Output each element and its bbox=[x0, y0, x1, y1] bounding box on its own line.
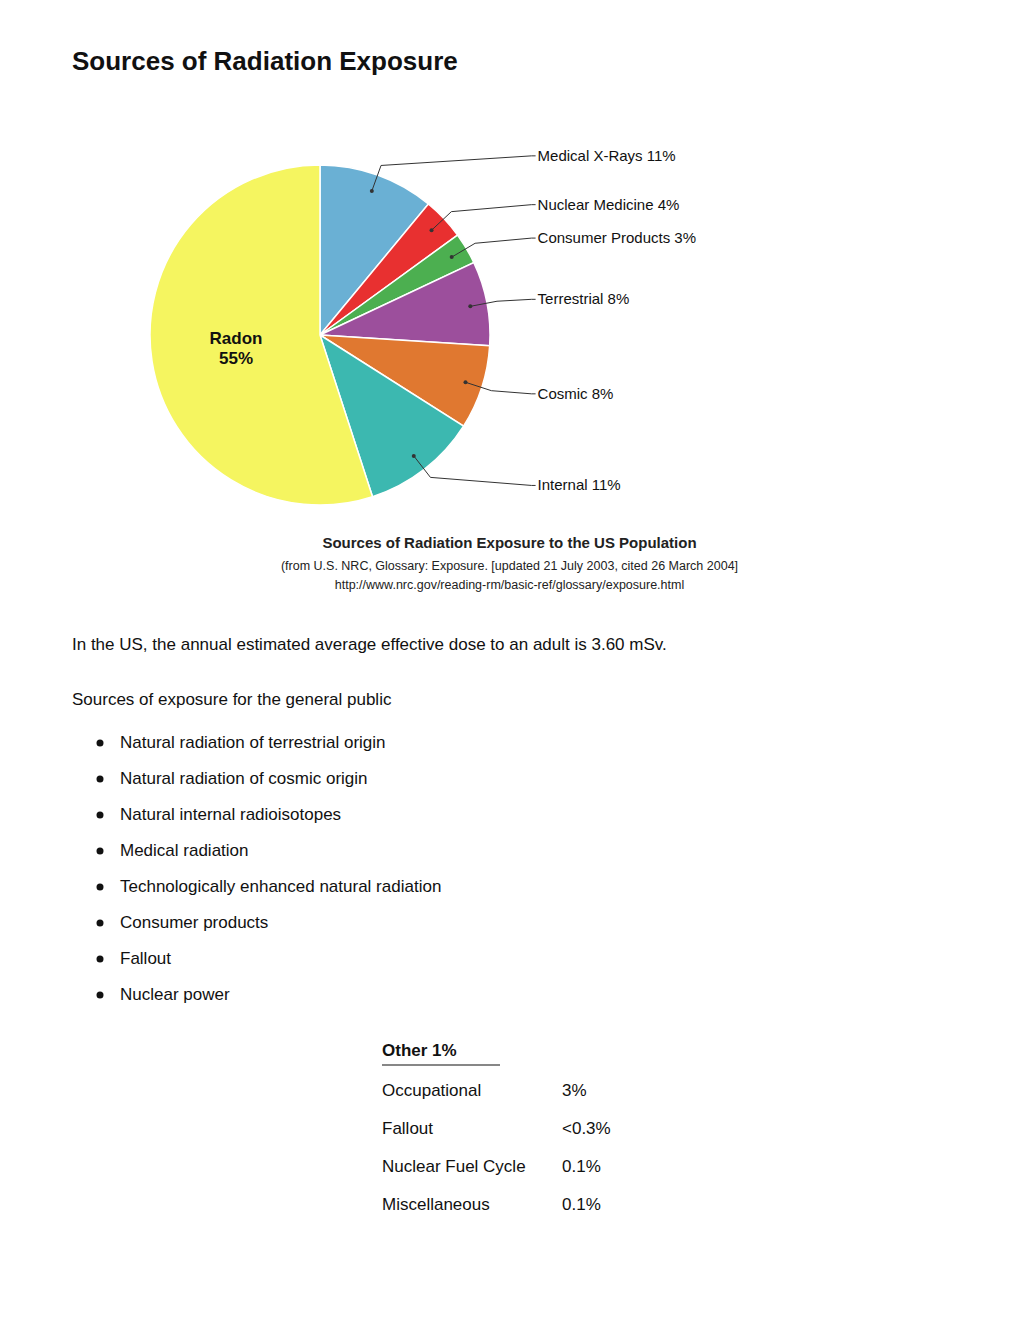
slice-label: Radon55% bbox=[210, 329, 263, 368]
bullet bbox=[97, 776, 104, 783]
leader-dot bbox=[468, 304, 472, 308]
leader-line bbox=[432, 205, 536, 231]
slice-label: Terrestrial 8% bbox=[538, 290, 630, 307]
pie-labels: Radon55% Medical X-Rays 11% Nuclear Medici… bbox=[210, 147, 696, 494]
table-underline bbox=[382, 1064, 500, 1065]
slice-label: Nuclear Medicine 4% bbox=[538, 196, 680, 213]
table-cell: Miscellaneous bbox=[382, 1195, 490, 1214]
body-text: In the US, the annual estimated average … bbox=[72, 635, 667, 654]
slice-label: Internal 11% bbox=[538, 476, 621, 493]
table-cell: Occupational bbox=[382, 1081, 481, 1100]
leader-dot bbox=[450, 255, 454, 259]
leader-line bbox=[372, 156, 536, 191]
bullet bbox=[97, 740, 104, 747]
leader-line bbox=[470, 299, 535, 306]
bullet-item: Consumer products bbox=[120, 913, 268, 932]
title: Sources of Radiation Exposure bbox=[72, 46, 458, 76]
chart: Sources of Radiation Exposure Radon55% Med… bbox=[0, 0, 1019, 1320]
leader-line bbox=[452, 238, 536, 257]
leader-dot bbox=[464, 380, 468, 384]
pie bbox=[150, 165, 490, 505]
table-cell: Fallout bbox=[382, 1119, 433, 1138]
pie-slice bbox=[320, 263, 490, 346]
slice-label: Consumer Products 3% bbox=[538, 229, 696, 246]
bullet-item: Technologically enhanced natural radiati… bbox=[120, 877, 441, 896]
bullet bbox=[97, 920, 104, 927]
background bbox=[0, 0, 1019, 1320]
leader-dot bbox=[412, 454, 416, 458]
bullet bbox=[97, 812, 104, 819]
bullet-item: Natural radiation of terrestrial origin bbox=[120, 733, 386, 752]
bullet-item: Fallout bbox=[120, 949, 171, 968]
leader-line bbox=[414, 456, 536, 486]
leader-dot bbox=[370, 189, 374, 193]
pie-slice bbox=[150, 165, 373, 505]
bullet-item: Medical radiation bbox=[120, 841, 249, 860]
table-cell: 0.1% bbox=[562, 1195, 601, 1214]
bullet-item: Nuclear power bbox=[120, 985, 230, 1004]
slice-label: Cosmic 8% bbox=[538, 385, 614, 402]
caption: (from U.S. NRC, Glossary: Exposure. [upd… bbox=[281, 559, 738, 573]
bullet-item: Natural radiation of cosmic origin bbox=[120, 769, 368, 788]
slice-label-line: Radon bbox=[210, 329, 263, 348]
table-cell: 3% bbox=[562, 1081, 587, 1100]
caption: Sources of Radiation Exposure to the US … bbox=[322, 534, 696, 551]
table-cell: 0.1% bbox=[562, 1157, 601, 1176]
body-text: Sources of exposure for the general publ… bbox=[72, 690, 392, 709]
bullet bbox=[97, 992, 104, 999]
slice-label-line: 55% bbox=[219, 349, 253, 368]
table-cell: Nuclear Fuel Cycle bbox=[382, 1157, 526, 1176]
bullet bbox=[97, 884, 104, 891]
leader-line bbox=[466, 382, 536, 394]
leader-dot bbox=[430, 228, 434, 232]
bullet-item: Natural internal radioisotopes bbox=[120, 805, 341, 824]
bullet bbox=[97, 848, 104, 855]
bullet bbox=[97, 956, 104, 963]
table-title: Other 1% bbox=[382, 1041, 457, 1060]
table-cell: <0.3% bbox=[562, 1119, 611, 1138]
slice-label: Medical X-Rays 11% bbox=[538, 147, 676, 164]
caption: http://www.nrc.gov/reading-rm/basic-ref/… bbox=[335, 578, 684, 592]
